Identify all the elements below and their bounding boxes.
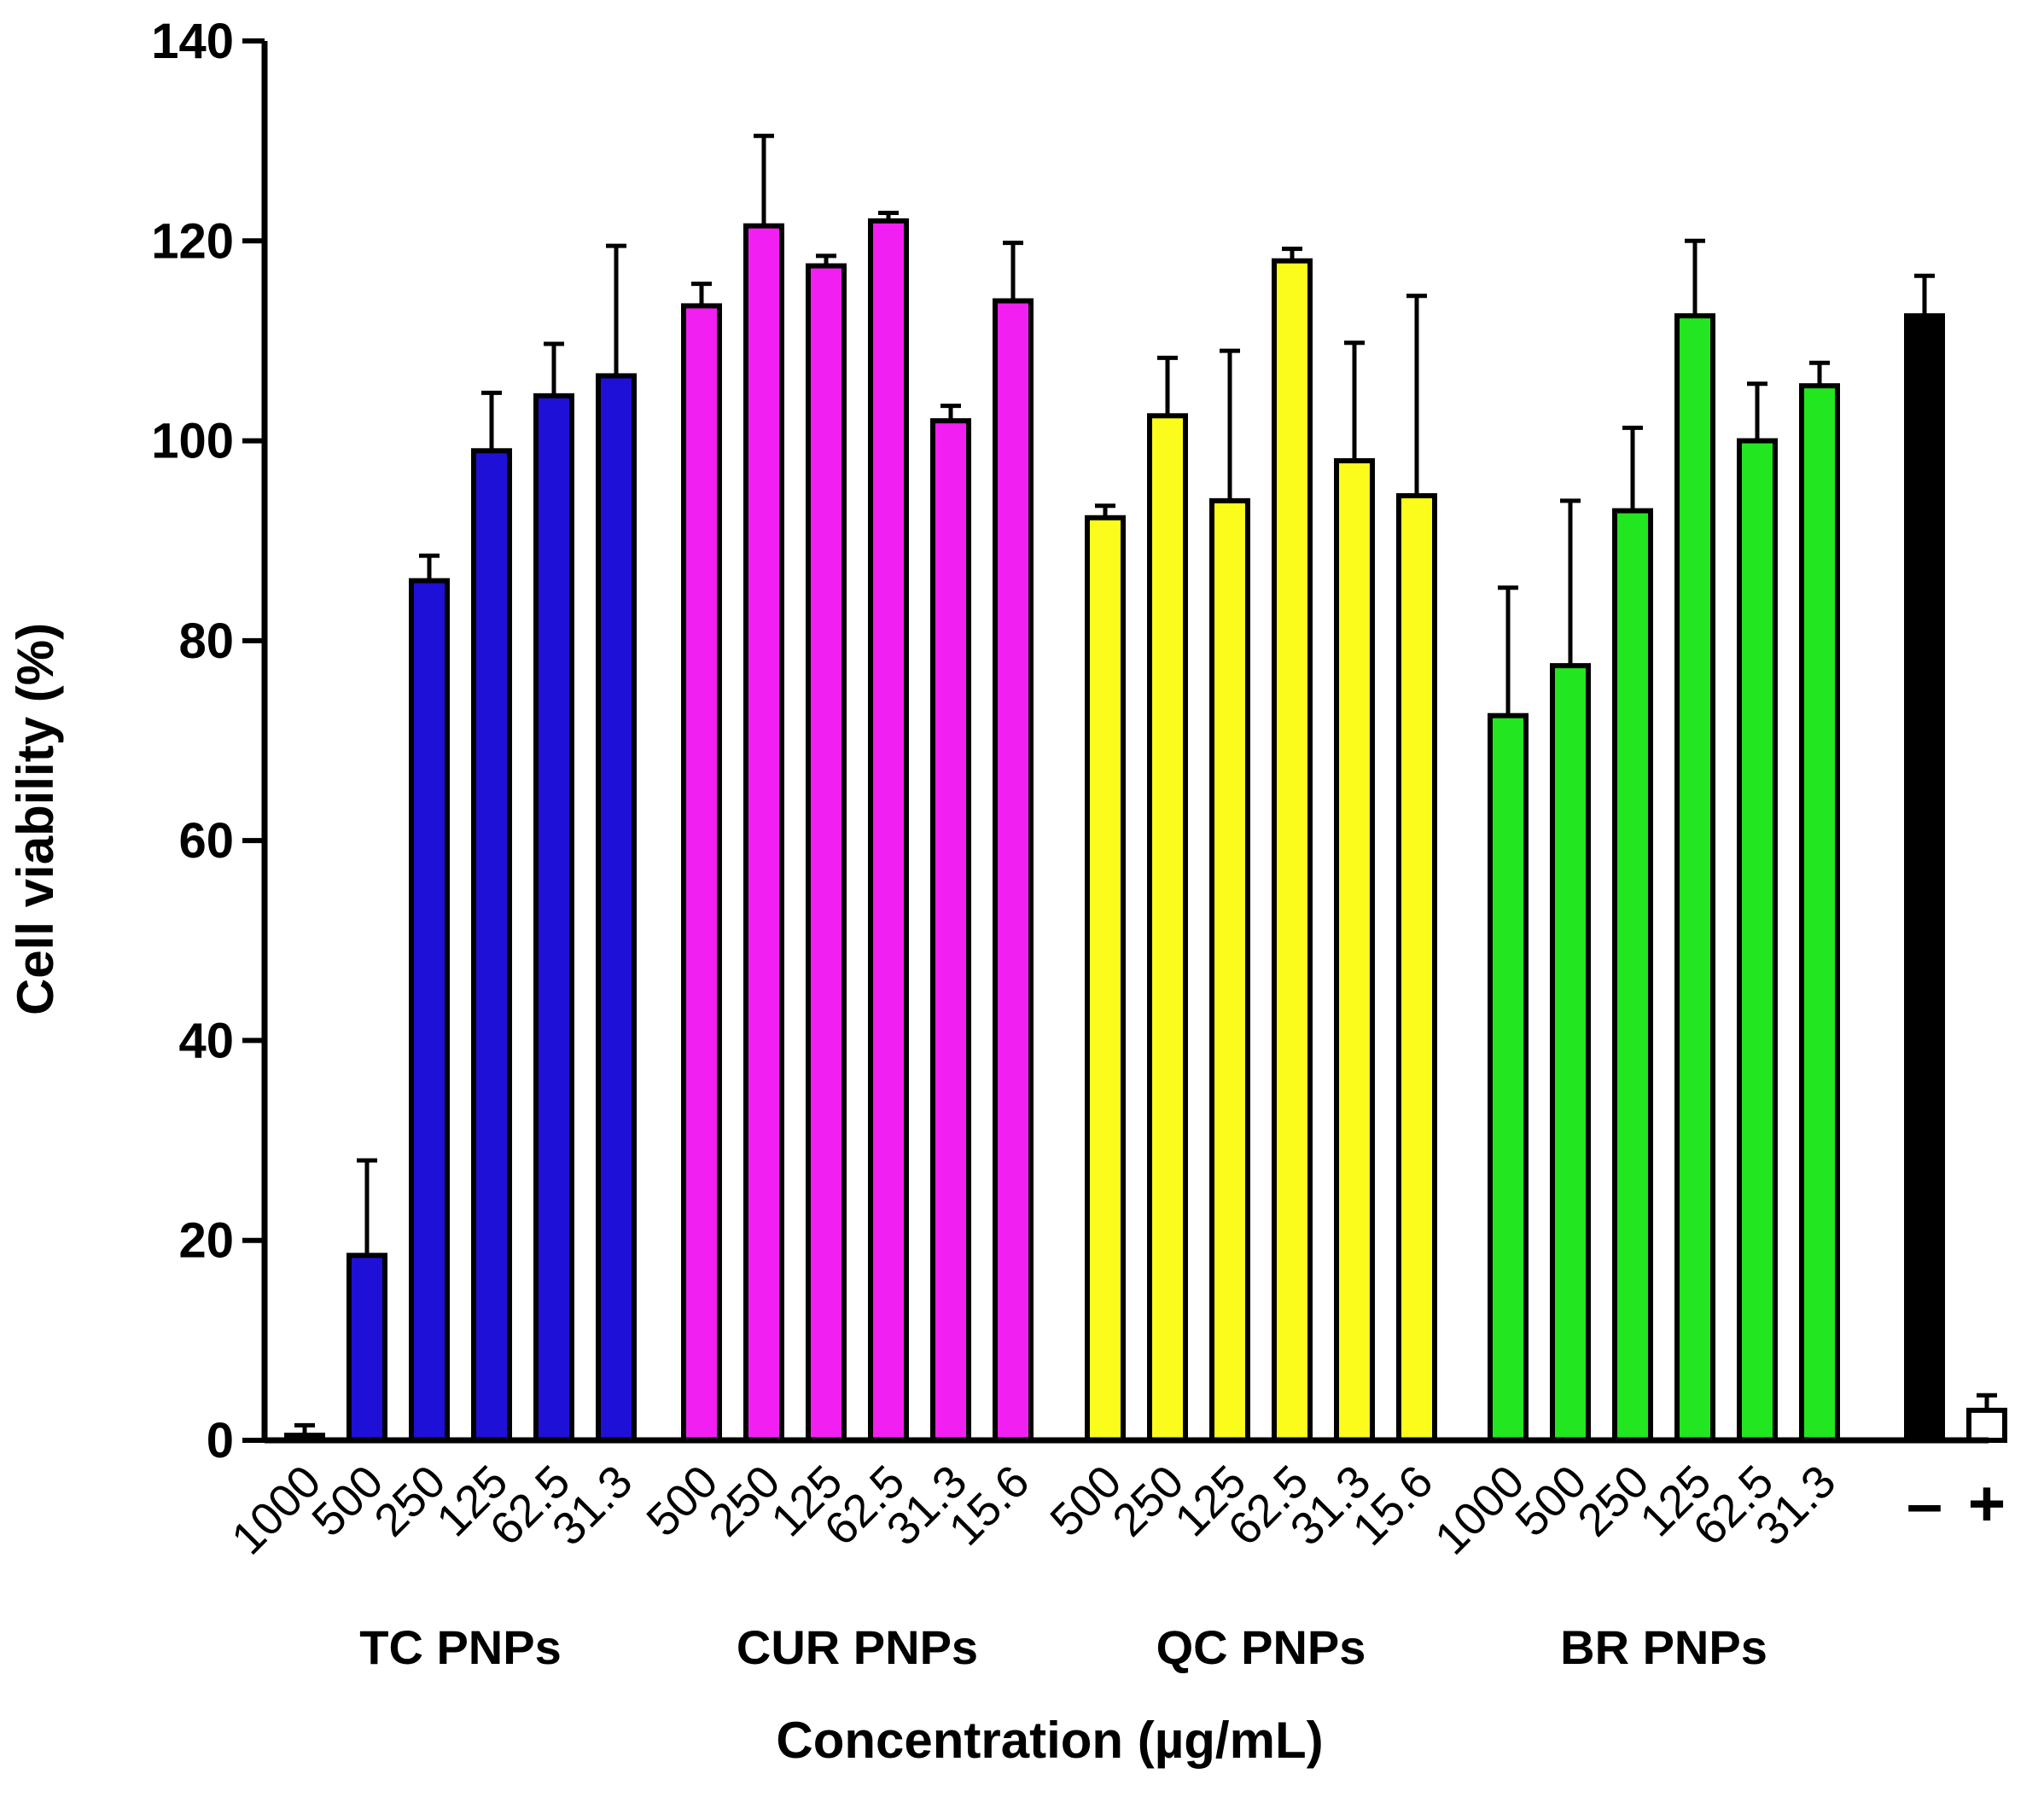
bar-tc-62.5	[533, 392, 574, 1443]
bar-br-500	[1550, 663, 1591, 1443]
y-tick-label: 0	[207, 1413, 234, 1468]
control-sign-label: –	[1907, 1468, 1942, 1540]
bar-cur-125	[806, 263, 847, 1444]
bar-qc-125	[1209, 497, 1250, 1443]
y-tick-label: 40	[178, 1013, 234, 1068]
bar-positive-control	[1966, 1407, 2007, 1444]
bar-cur-500	[681, 303, 722, 1443]
bar-qc-250	[1147, 413, 1188, 1443]
bar-tc-125	[471, 448, 512, 1443]
y-tick-label: 80	[178, 613, 234, 669]
bar-cur-62.5	[868, 218, 909, 1443]
bar-br-125	[1674, 313, 1715, 1444]
bar-negative-control	[1904, 313, 1945, 1444]
bar-cur-31.3	[930, 418, 971, 1444]
bar-cur-250	[743, 223, 784, 1444]
group-label: CUR PNPs	[737, 1620, 978, 1674]
bar-tc-500	[346, 1253, 387, 1444]
bar-qc-62.5	[1272, 258, 1313, 1444]
group-label: TC PNPs	[359, 1620, 562, 1674]
bar-qc-500	[1085, 515, 1126, 1443]
bar-br-250	[1612, 508, 1653, 1443]
bar-br-62.5	[1737, 438, 1778, 1443]
bar-qc-31.3	[1334, 458, 1375, 1443]
group-label: BR PNPs	[1560, 1620, 1767, 1674]
bar-br-31.3	[1799, 383, 1840, 1444]
bar-tc-31.3	[596, 373, 637, 1443]
axes-layer: 0 20 40 60 80 100 120 140	[151, 14, 1989, 1468]
y-tick-label: 20	[178, 1213, 234, 1269]
bar-cur-15.6	[993, 298, 1034, 1444]
bar-qc-15.6	[1396, 493, 1437, 1443]
y-tick-label: 120	[151, 213, 234, 269]
y-axis-title: Cell viability (%)	[7, 623, 64, 1015]
group-label: QC PNPs	[1156, 1620, 1366, 1674]
y-tick-label: 140	[151, 14, 234, 69]
y-tick-label: 60	[178, 813, 234, 869]
bar-br-1000	[1488, 712, 1529, 1443]
x-axis-title: Concentration (µg/mL)	[776, 1712, 1323, 1769]
bar-tc-250	[409, 578, 450, 1443]
control-sign-label: +	[1968, 1468, 2006, 1540]
y-tick-label: 100	[151, 414, 234, 469]
bars-layer	[284, 133, 2007, 1444]
